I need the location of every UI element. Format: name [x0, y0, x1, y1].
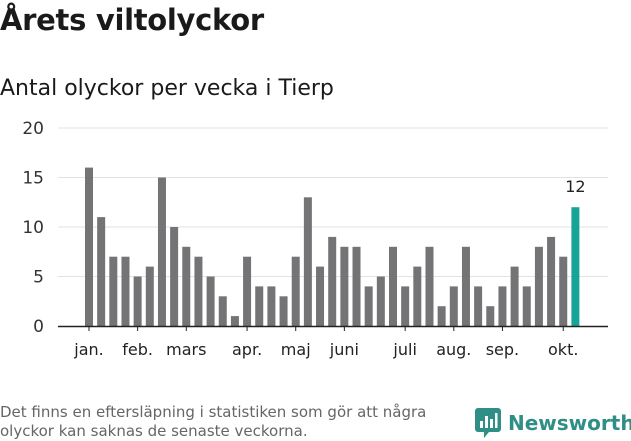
- bar: [121, 256, 130, 326]
- x-tick-label: jan.: [73, 340, 103, 359]
- x-tick-label: feb.: [122, 340, 153, 359]
- bar: [109, 256, 118, 326]
- bar: [534, 246, 543, 326]
- bar: [364, 286, 373, 326]
- brand-logo: Newsworthy: [475, 407, 631, 439]
- bar: [340, 246, 349, 326]
- x-tick-label: juni: [329, 340, 359, 359]
- bar: [316, 266, 325, 326]
- y-tick-label: 15: [22, 169, 44, 189]
- data-label: 12: [565, 177, 585, 196]
- bar: [182, 246, 191, 326]
- bar: [437, 306, 446, 326]
- bar: [291, 256, 300, 326]
- bar: [389, 246, 397, 326]
- x-tick-label: mars: [166, 340, 206, 359]
- y-tick-label: 20: [22, 119, 44, 139]
- bar: [522, 286, 531, 326]
- y-tick-label: 0: [33, 317, 44, 337]
- chart-title: Årets viltolyckor: [0, 3, 264, 37]
- bar: [243, 256, 252, 326]
- bar: [498, 286, 507, 326]
- bar: [303, 197, 312, 326]
- bar: [461, 246, 470, 326]
- bar: [328, 236, 337, 326]
- bar: [425, 246, 434, 326]
- bar: [474, 286, 483, 326]
- bar: [145, 266, 154, 326]
- bar: [279, 296, 288, 326]
- x-tick-label: juli: [392, 340, 416, 359]
- bar-chart: 0 5 10 15 20 12 jan. feb. mars apr. maj juni juli aug…: [22, 119, 608, 359]
- x-tick-label: aug.: [436, 340, 471, 359]
- bar: [559, 256, 568, 326]
- footnote: Det finns en eftersläpning i statistiken…: [0, 403, 427, 440]
- bar: [376, 276, 385, 326]
- brand-name: Newsworthy: [508, 411, 631, 435]
- bar: [218, 296, 227, 326]
- x-tick-label: okt.: [548, 340, 578, 359]
- bar-highlight: [571, 207, 580, 326]
- bar: [85, 167, 93, 326]
- bar: [97, 217, 106, 326]
- bar: [206, 276, 215, 326]
- bar: [255, 286, 264, 326]
- bar: [352, 246, 361, 326]
- bar: [510, 266, 519, 326]
- y-tick-label: 10: [22, 218, 44, 238]
- bar: [170, 227, 179, 326]
- x-tick-label: apr.: [232, 340, 262, 359]
- bar: [230, 316, 239, 326]
- bar: [401, 286, 410, 326]
- newsworthy-logo-icon: [475, 408, 501, 438]
- bar: [547, 236, 556, 326]
- bar: [449, 286, 458, 326]
- bar: [194, 256, 203, 326]
- bar: [157, 177, 166, 326]
- bar: [133, 276, 142, 326]
- bar: [486, 306, 495, 326]
- x-tick-label: sep.: [486, 340, 519, 359]
- bar: [267, 286, 276, 326]
- x-tick-label: maj: [281, 340, 311, 359]
- chart-subtitle: Antal olyckor per vecka i Tierp: [0, 76, 334, 101]
- bar: [413, 266, 422, 326]
- y-tick-label: 5: [33, 268, 44, 288]
